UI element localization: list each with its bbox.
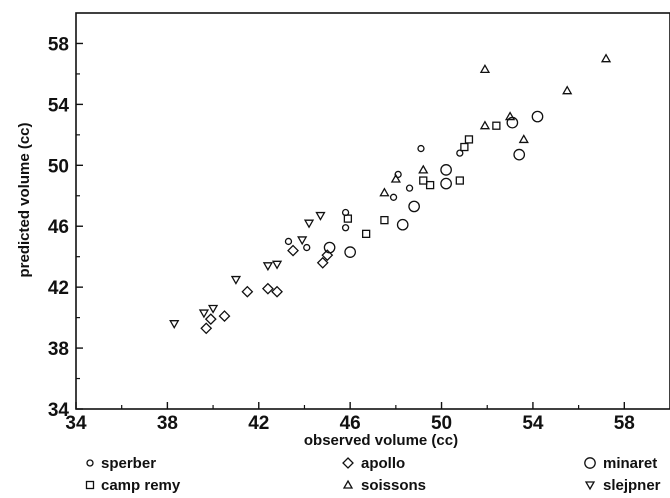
x-tick-label: 54 xyxy=(522,413,544,434)
point-apollo xyxy=(261,282,274,295)
point-sperber xyxy=(389,193,398,201)
legend-label: minaret xyxy=(603,455,657,472)
point-slejpner xyxy=(303,219,315,229)
legend-label: apollo xyxy=(361,455,405,472)
point-sperber xyxy=(456,149,464,157)
point-soissons xyxy=(479,120,491,130)
point-minaret xyxy=(513,148,526,161)
series-soissons xyxy=(379,53,612,197)
point-camp-remy xyxy=(455,176,464,185)
legend-marker xyxy=(85,480,95,490)
point-camp-remy xyxy=(419,176,428,185)
series-camp-remy xyxy=(343,121,501,238)
series-minaret xyxy=(323,110,544,258)
plot-frame xyxy=(75,12,670,410)
legend: sperber apollo minaret camp remy soissons sle… xyxy=(85,455,661,494)
point-soissons xyxy=(600,53,612,63)
point-camp-remy xyxy=(361,229,371,238)
point-minaret xyxy=(396,218,409,231)
legend-item-minaret: minaret xyxy=(584,455,657,472)
point-apollo xyxy=(271,285,283,298)
legend-marker xyxy=(86,459,94,467)
point-camp-remy xyxy=(492,121,501,130)
point-slejpner xyxy=(230,275,242,285)
point-minaret xyxy=(531,110,544,123)
point-slejpner xyxy=(207,304,219,314)
series-sperber xyxy=(284,144,464,252)
y-tick-label: 38 xyxy=(48,339,69,360)
x-tick-label: 50 xyxy=(431,413,452,434)
point-soissons xyxy=(504,111,516,121)
y-tick-label: 58 xyxy=(48,34,69,55)
point-slejpner xyxy=(297,236,308,246)
point-sperber xyxy=(394,170,402,179)
point-minaret xyxy=(408,200,420,213)
x-tick-label: 38 xyxy=(157,413,178,434)
point-apollo xyxy=(316,256,329,269)
legend-item-slejpner: slejpner xyxy=(584,477,661,494)
point-camp-remy xyxy=(343,214,353,223)
legend-marker xyxy=(584,457,596,469)
point-sperber xyxy=(303,243,311,252)
point-apollo xyxy=(241,285,254,298)
x-tick-label: 46 xyxy=(340,413,361,434)
legend-label: soissons xyxy=(361,477,426,494)
legend-marker xyxy=(342,457,354,469)
point-soissons xyxy=(479,64,491,74)
legend-item-camp-remy: camp remy xyxy=(85,477,181,494)
y-tick-label: 50 xyxy=(48,156,69,177)
point-slejpner xyxy=(271,260,283,270)
point-soissons xyxy=(390,173,401,183)
point-camp-remy xyxy=(380,215,389,225)
point-slejpner xyxy=(198,309,210,319)
legend-label: camp remy xyxy=(101,477,181,494)
point-camp-remy xyxy=(425,180,435,190)
series-slejpner xyxy=(169,211,326,330)
x-axis-label: observed volume (cc) xyxy=(304,432,458,449)
axis-ticks: 34 38 42 46 50 54 58 34 38 42 46 50 54 58 xyxy=(48,34,635,434)
y-tick-label: 34 xyxy=(48,400,70,421)
point-apollo xyxy=(321,249,334,262)
point-minaret xyxy=(440,177,452,190)
series-apollo xyxy=(200,244,334,335)
x-tick-label: 34 xyxy=(65,413,87,434)
legend-marker xyxy=(342,479,354,489)
legend-item-sperber: sperber xyxy=(86,455,156,472)
point-apollo xyxy=(218,310,231,323)
y-tick-label: 54 xyxy=(48,95,70,116)
point-minaret xyxy=(344,246,357,258)
data-points xyxy=(169,53,612,335)
point-minaret xyxy=(323,241,336,254)
x-tick-label: 42 xyxy=(248,413,269,434)
point-minaret xyxy=(440,164,452,176)
point-slejpner xyxy=(262,262,274,272)
point-camp-remy xyxy=(464,135,474,144)
legend-label: slejpner xyxy=(603,477,661,494)
point-camp-remy xyxy=(460,142,469,152)
point-slejpner xyxy=(169,320,180,330)
point-slejpner xyxy=(315,211,326,221)
y-tick-label: 42 xyxy=(48,278,69,299)
x-tick-label: 58 xyxy=(614,413,635,434)
point-sperber xyxy=(284,237,293,246)
point-sperber xyxy=(341,224,350,232)
point-soissons xyxy=(418,164,429,174)
y-tick-label: 46 xyxy=(48,217,69,238)
point-soissons xyxy=(518,134,529,144)
point-apollo xyxy=(204,313,217,326)
legend-marker xyxy=(584,481,596,491)
y-axis-label: predicted volume (cc) xyxy=(16,122,33,277)
legend-label: sperber xyxy=(101,455,156,472)
point-apollo xyxy=(200,322,213,335)
point-soissons xyxy=(379,187,390,197)
plot-axes xyxy=(75,12,670,410)
point-sperber xyxy=(417,144,425,153)
point-soissons xyxy=(562,85,573,95)
point-sperber xyxy=(405,184,414,192)
legend-item-soissons: soissons xyxy=(342,477,426,494)
legend-item-apollo: apollo xyxy=(342,455,405,472)
point-apollo xyxy=(287,244,299,257)
